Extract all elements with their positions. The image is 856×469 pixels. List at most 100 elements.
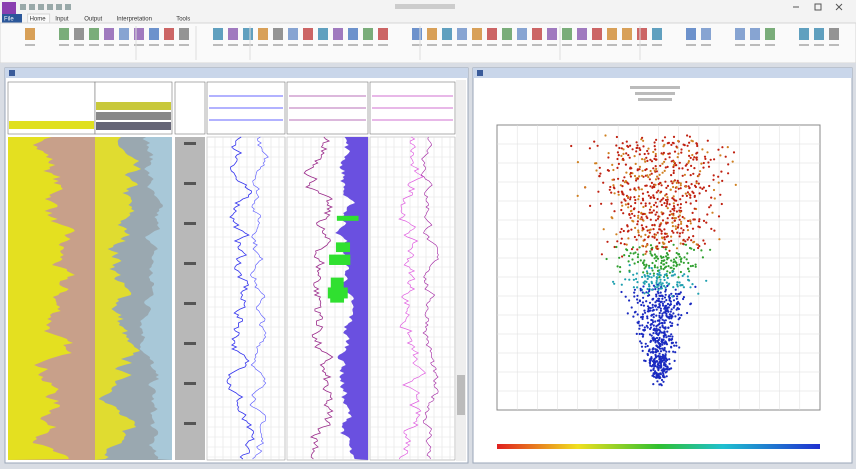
scatter-point — [663, 136, 667, 139]
scatter-point — [693, 195, 696, 198]
ribbon-button[interactable] — [502, 28, 512, 40]
ribbon-button[interactable] — [562, 28, 572, 40]
ribbon-button[interactable] — [303, 28, 313, 40]
ribbon-button[interactable] — [228, 28, 238, 40]
ribbon-button[interactable] — [104, 28, 114, 40]
scatter-point — [666, 207, 669, 210]
ribbon-tab[interactable]: Tools — [176, 17, 190, 23]
ribbon-button[interactable] — [363, 28, 373, 40]
scatter-point — [682, 296, 686, 299]
ribbon-tab[interactable]: File — [4, 17, 14, 23]
ribbon-button[interactable] — [258, 28, 268, 40]
ribbon-button[interactable] — [750, 28, 760, 40]
scatter-point — [676, 263, 679, 266]
ribbon-tab[interactable]: Input — [55, 17, 69, 23]
ribbon-button[interactable] — [532, 28, 542, 40]
scatter-point — [693, 207, 696, 210]
log-curve — [398, 136, 427, 460]
ribbon-button[interactable] — [89, 28, 99, 40]
ribbon-button[interactable] — [517, 28, 527, 40]
ribbon-button[interactable] — [457, 28, 467, 40]
window-controls[interactable] — [793, 3, 843, 11]
scatter-point — [679, 184, 682, 187]
ribbon-button[interactable] — [149, 28, 159, 40]
scrollbar[interactable] — [456, 80, 466, 461]
scatter-point — [679, 211, 682, 214]
scatter-point — [707, 165, 711, 168]
scatter-point — [636, 146, 639, 149]
ribbon-button[interactable] — [134, 28, 144, 40]
ribbon-button[interactable] — [735, 28, 745, 40]
ribbon-button[interactable] — [829, 28, 839, 40]
scatter-point — [650, 280, 653, 283]
scatter-point — [646, 244, 649, 247]
ribbon-button[interactable] — [577, 28, 587, 40]
scatter-point — [664, 334, 667, 337]
scroll-thumb[interactable] — [457, 375, 465, 415]
scatter-point — [671, 217, 674, 220]
ribbon-button[interactable] — [814, 28, 824, 40]
ribbon-button[interactable] — [487, 28, 497, 40]
ribbon-button[interactable] — [652, 28, 662, 40]
ribbon-button[interactable] — [592, 28, 602, 40]
scatter-point — [676, 179, 679, 182]
ribbon-button[interactable] — [412, 28, 422, 40]
scatter-point — [620, 147, 623, 150]
scatter-point — [682, 297, 685, 301]
ribbon-button[interactable] — [547, 28, 557, 40]
scatter-point — [636, 223, 639, 226]
scatter-point — [706, 213, 709, 216]
scatter-point — [657, 373, 660, 376]
ribbon-button[interactable] — [59, 28, 69, 40]
scatter-point — [695, 158, 698, 161]
ribbon-button[interactable] — [179, 28, 189, 40]
ribbon-tab[interactable]: Output — [84, 17, 102, 23]
ribbon-button[interactable] — [701, 28, 711, 40]
scatter-point — [663, 330, 666, 333]
ribbon-button[interactable] — [243, 28, 253, 40]
scatter-point — [665, 336, 668, 339]
ribbon-button[interactable] — [164, 28, 174, 40]
ribbon-button[interactable] — [273, 28, 283, 40]
ribbon-button[interactable] — [318, 28, 328, 40]
ribbon-button[interactable] — [348, 28, 358, 40]
ribbon-button[interactable] — [442, 28, 452, 40]
scatter-point — [635, 277, 638, 281]
ribbon-button[interactable] — [333, 28, 343, 40]
ribbon-tab[interactable]: Interpretation — [117, 17, 152, 23]
ribbon-button[interactable] — [119, 28, 129, 40]
scatter-point — [692, 172, 695, 175]
scatter-point — [721, 179, 724, 182]
ribbon-button[interactable] — [472, 28, 482, 40]
scatter-point — [694, 185, 698, 189]
scatter-point — [663, 273, 667, 276]
ribbon-button[interactable] — [74, 28, 84, 40]
scatter-point — [678, 281, 681, 284]
scatter-point — [649, 185, 652, 188]
ribbon-button[interactable] — [288, 28, 298, 40]
scatter-point — [632, 286, 636, 289]
scatter-point — [704, 189, 708, 192]
ribbon-button[interactable] — [622, 28, 632, 40]
ribbon-button[interactable] — [799, 28, 809, 40]
scatter-point — [677, 253, 681, 256]
ribbon-button[interactable] — [25, 28, 35, 40]
ribbon-button[interactable] — [765, 28, 775, 40]
scatter-point — [665, 205, 668, 208]
ribbon-button[interactable] — [378, 28, 388, 40]
scatter-point — [667, 256, 670, 259]
scatter-point — [632, 252, 635, 255]
ribbon-button[interactable] — [637, 28, 647, 40]
scatter-point — [637, 320, 640, 323]
depth-label — [184, 142, 196, 145]
ribbon-button[interactable] — [213, 28, 223, 40]
ribbon-button[interactable] — [427, 28, 437, 40]
scatter-point — [655, 167, 658, 170]
ribbon-button[interactable] — [686, 28, 696, 40]
scatter-point — [602, 181, 605, 184]
scatter-point — [604, 134, 607, 137]
ribbon-button[interactable] — [607, 28, 617, 40]
ribbon-tab[interactable]: Home — [30, 17, 47, 23]
scatter-point — [657, 297, 660, 300]
scatter-point — [660, 331, 664, 334]
